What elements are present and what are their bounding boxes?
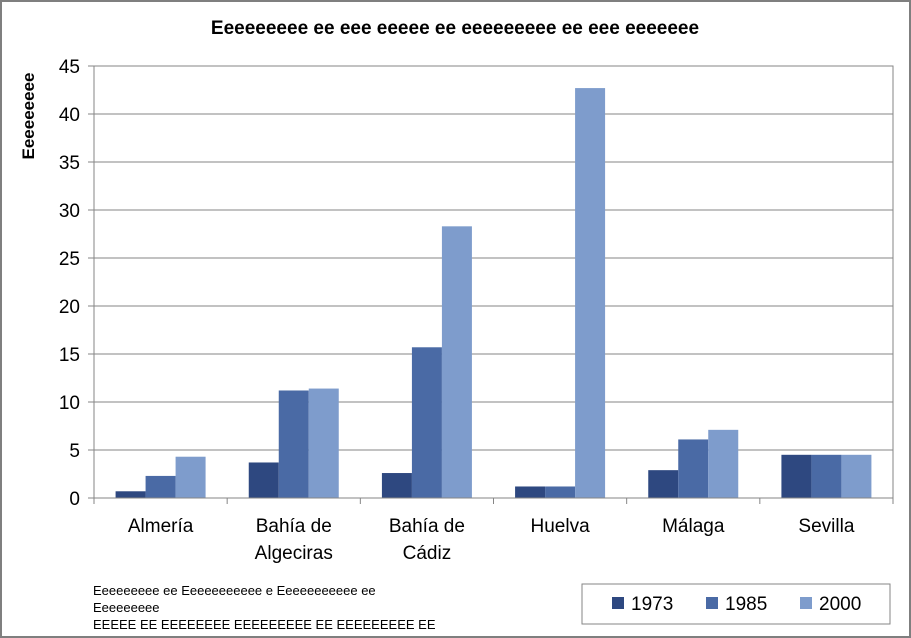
- bar-2000: [308, 388, 339, 498]
- bar-1985: [411, 347, 442, 498]
- x-category-label: Almería: [128, 516, 194, 537]
- bar-1973: [648, 470, 679, 498]
- y-tick-label: 30: [59, 201, 80, 222]
- legend-label-1973: 1973: [631, 594, 673, 615]
- x-category-label: Huelva: [531, 516, 591, 537]
- bar-1985: [811, 454, 842, 498]
- y-tick-label: 5: [69, 441, 80, 462]
- bars: [115, 88, 872, 498]
- bar-1985: [678, 439, 709, 498]
- legend-box: [581, 583, 891, 625]
- bar-2000: [575, 88, 606, 498]
- bar-1985: [145, 475, 176, 498]
- legend: 1973 1985 2000: [581, 583, 891, 625]
- y-tick-label: 25: [59, 249, 80, 270]
- plot-area: [93, 65, 894, 499]
- legend-swatch-2000: [800, 597, 812, 609]
- y-tick-label: 35: [59, 153, 80, 174]
- x-category-label: Bahía de Cádiz: [389, 516, 465, 564]
- legend-label-1985: 1985: [725, 594, 767, 615]
- bar-1985: [278, 390, 309, 498]
- source-note-line-3: EEEEE EE EEEEEEEE EEEEEEEEE EE EEEEEEEEE…: [93, 617, 436, 632]
- gridlines: [94, 65, 893, 451]
- source-note: Eeeeeeeee ee Eeeeeeeeeee e Eeeeeeeeeee e…: [93, 582, 473, 633]
- y-tick-label: 20: [59, 297, 80, 318]
- source-note-line-2: Eeeeeeeee: [93, 600, 160, 615]
- bar-1973: [248, 462, 279, 498]
- bar-2000: [441, 226, 472, 498]
- x-category-label: Málaga: [662, 516, 725, 537]
- x-category-label: Bahía de Algeciras: [255, 516, 333, 564]
- bar-1973: [515, 486, 546, 498]
- bar-2000: [841, 454, 872, 498]
- legend-swatch-1973: [612, 597, 624, 609]
- legend-label-2000: 2000: [819, 594, 861, 615]
- bar-2000: [175, 456, 206, 498]
- bar-1973: [115, 491, 146, 498]
- x-category-label: Sevilla: [798, 516, 854, 537]
- bar-1985: [545, 486, 576, 498]
- axes: 0 5 10 15 20 25 30 35 40 45 Almería Bahía de Algecir…: [59, 57, 894, 564]
- bar-1973: [381, 473, 412, 498]
- y-tick-label: 15: [59, 345, 80, 366]
- source-note-line-1: Eeeeeeeee ee Eeeeeeeeeee e Eeeeeeeeeee e…: [93, 583, 376, 598]
- bar-1973: [781, 454, 812, 498]
- y-axis-label: Eeeeeeeee: [19, 73, 38, 160]
- bar-2000: [708, 429, 739, 498]
- y-tick-label: 10: [59, 393, 80, 414]
- y-tick-label: 0: [69, 489, 80, 510]
- y-tick-label: 40: [59, 105, 80, 126]
- legend-swatch-1985: [706, 597, 718, 609]
- y-tick-label: 45: [59, 57, 80, 78]
- chart-title: Eeeeeeeee ee eee eeeee ee eeeeeeeee ee e…: [211, 18, 699, 39]
